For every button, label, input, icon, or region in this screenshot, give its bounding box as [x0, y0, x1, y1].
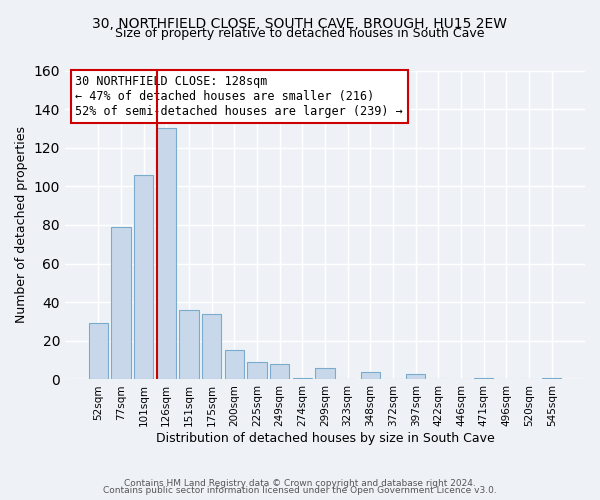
Bar: [89, 324, 108, 380]
Bar: [406, 374, 425, 380]
Bar: [179, 310, 199, 380]
Bar: [316, 368, 335, 380]
Bar: [542, 378, 562, 380]
Bar: [474, 378, 493, 380]
Text: Contains HM Land Registry data © Crown copyright and database right 2024.: Contains HM Land Registry data © Crown c…: [124, 478, 476, 488]
Y-axis label: Number of detached properties: Number of detached properties: [15, 126, 28, 324]
X-axis label: Distribution of detached houses by size in South Cave: Distribution of detached houses by size …: [155, 432, 494, 445]
Bar: [270, 364, 289, 380]
Bar: [224, 350, 244, 380]
Bar: [134, 175, 153, 380]
Text: 30 NORTHFIELD CLOSE: 128sqm
← 47% of detached houses are smaller (216)
52% of se: 30 NORTHFIELD CLOSE: 128sqm ← 47% of det…: [76, 75, 403, 118]
Text: Size of property relative to detached houses in South Cave: Size of property relative to detached ho…: [115, 28, 485, 40]
Text: Contains public sector information licensed under the Open Government Licence v3: Contains public sector information licen…: [103, 486, 497, 495]
Bar: [111, 227, 131, 380]
Bar: [247, 362, 266, 380]
Bar: [361, 372, 380, 380]
Bar: [293, 378, 312, 380]
Bar: [157, 128, 176, 380]
Text: 30, NORTHFIELD CLOSE, SOUTH CAVE, BROUGH, HU15 2EW: 30, NORTHFIELD CLOSE, SOUTH CAVE, BROUGH…: [92, 18, 508, 32]
Bar: [202, 314, 221, 380]
